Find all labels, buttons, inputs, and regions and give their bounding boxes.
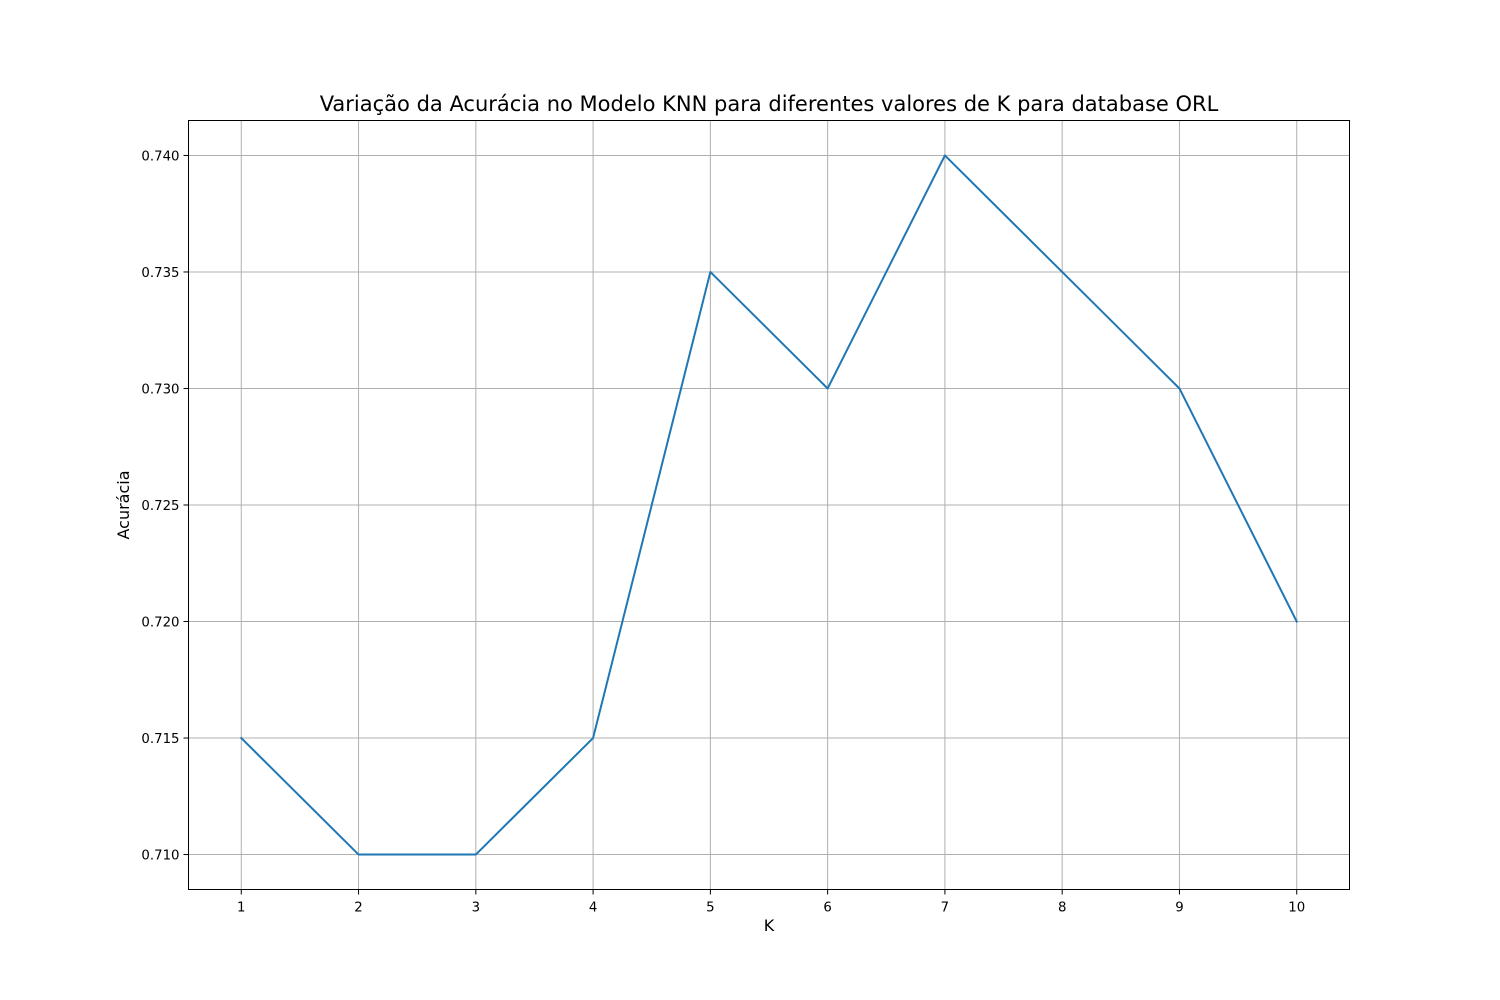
series-line — [239, 154, 1299, 856]
grid — [188, 120, 1350, 890]
x-tick-label: 5 — [706, 901, 714, 916]
y-tick-label: 0.730 — [141, 382, 179, 397]
y-axis: 0.710 0.715 0.720 0.725 0.730 0.735 0.740 — [141, 149, 189, 864]
y-tick-label: 0.710 — [141, 849, 179, 864]
y-tick-label: 0.735 — [141, 266, 179, 281]
y-axis-label: Acurácia — [114, 470, 133, 539]
x-axis: 1 2 3 4 5 6 7 8 9 10 — [237, 889, 1305, 916]
y-tick-label: 0.715 — [141, 732, 179, 747]
x-tick-label: 4 — [589, 901, 597, 916]
y-tick-label: 0.725 — [141, 499, 179, 514]
x-tick-label: 9 — [1175, 901, 1183, 916]
x-tick-label: 8 — [1058, 901, 1066, 916]
chart-title: Variação da Acurácia no Modelo KNN para … — [320, 92, 1219, 116]
y-tick-label: 0.740 — [141, 149, 179, 164]
x-tick-label: 2 — [354, 901, 362, 916]
x-tick-label: 3 — [472, 901, 480, 916]
x-axis-label: K — [764, 916, 775, 935]
x-tick-label: 1 — [237, 901, 245, 916]
series-layer — [239, 154, 1299, 856]
x-tick-label: 10 — [1288, 901, 1305, 916]
x-tick-label: 7 — [941, 901, 949, 916]
x-tick-label: 6 — [823, 901, 831, 916]
y-tick-label: 0.720 — [141, 616, 179, 631]
